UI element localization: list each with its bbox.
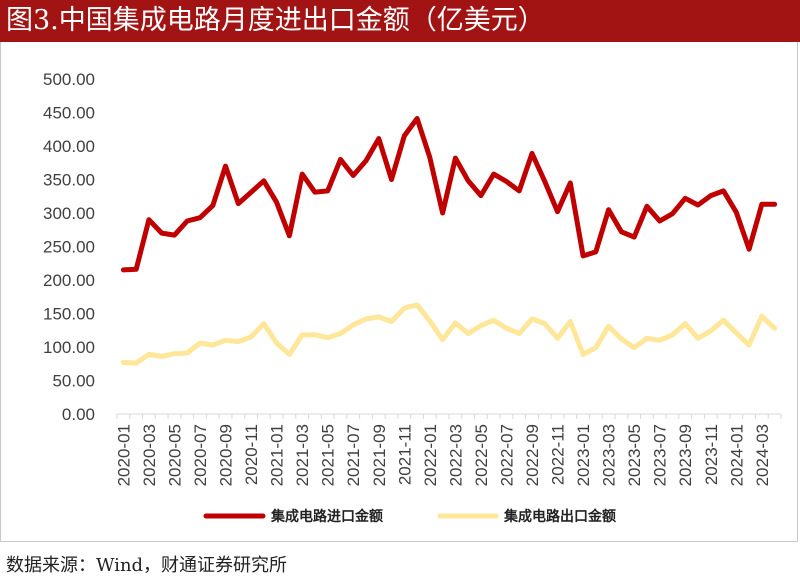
x-tick-label: 2020-05 [165,424,184,486]
chart-frame [0,42,798,542]
x-tick-label: 2023-01 [574,424,593,486]
x-tick-label: 2022-05 [472,424,491,486]
export-series-line [120,302,778,366]
x-tick-label: 2021-03 [293,424,312,486]
source-note: 数据来源：Wind，财通证券研究所 [6,555,288,576]
x-tick-label: 2022-07 [497,424,516,486]
x-tick-label: 2023-09 [676,424,695,486]
x-tick-label: 2021-05 [319,424,338,486]
x-tick-label: 2022-09 [523,424,542,486]
y-tick-label: 200.00 [43,271,95,290]
legend-label: 集成电路进口金额 [270,508,383,525]
y-tick-label: 300.00 [43,204,95,223]
x-tick-label: 2022-11 [549,424,568,485]
x-tick-label: 2021-01 [268,424,287,486]
y-tick-label: 400.00 [43,137,95,156]
x-tick-label: 2020-07 [191,424,210,486]
x-tick-label: 2023-05 [625,424,644,486]
x-tick-label: 2020-11 [242,424,261,485]
x-tick-label: 2024-03 [753,424,772,486]
x-tick-label: 2024-01 [727,424,746,486]
y-tick-label: 500.00 [43,70,95,89]
x-tick-label: 2021-07 [344,424,363,486]
x-tick-label: 2020-09 [217,424,236,486]
y-tick-label: 100.00 [43,338,95,357]
title-bar: 图3.中国集成电路月度进出口金额（亿美元） [0,0,800,42]
x-tick-label: 2023-03 [600,424,619,486]
x-tick-label: 2020-01 [114,424,133,486]
y-tick-label: 250.00 [43,238,95,257]
y-tick-label: 350.00 [43,171,95,190]
x-tick-label: 2023-07 [651,424,670,486]
x-tick-label: 2021-09 [370,424,389,486]
x-tick-label: 2023-11 [702,424,721,485]
line-chart: 0.00 50.00 100.00 150.00 200.00 250.00 300.00 3… [43,70,782,525]
y-tick-label: 0.00 [62,405,95,424]
chart-title: 图3.中国集成电路月度进出口金额（亿美元） [6,5,545,36]
legend-label: 集成电路出口金额 [503,508,616,525]
y-tick-label: 150.00 [43,305,95,324]
x-tick-label: 2021-11 [395,424,414,485]
x-tick-label: 2020-03 [140,424,159,486]
x-tick-label: 2022-01 [421,424,440,486]
y-tick-label: 50.00 [52,372,95,391]
x-tick-label: 2022-03 [446,424,465,486]
y-tick-label: 450.00 [43,104,95,123]
import-series-line [120,116,778,273]
